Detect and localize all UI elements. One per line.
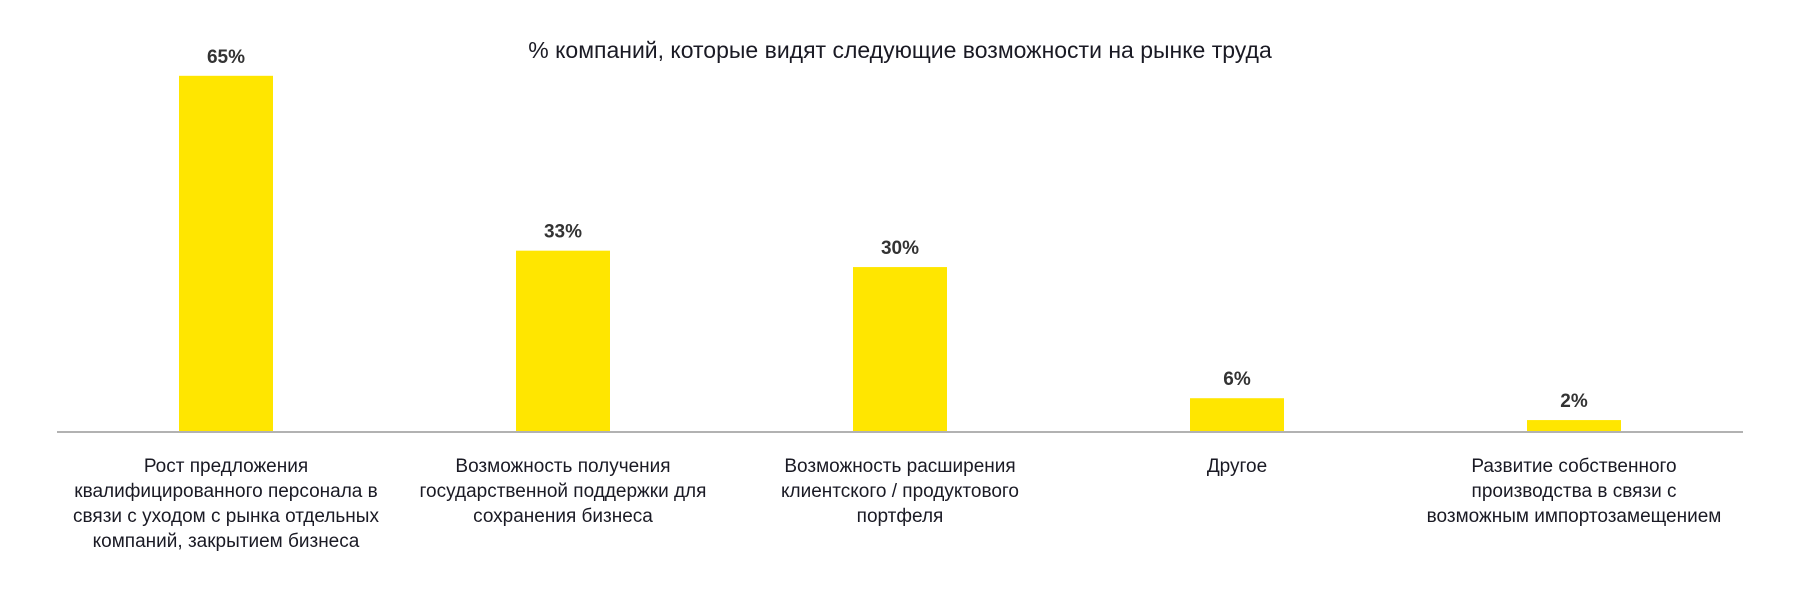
bar	[853, 267, 947, 431]
x-tick-label: Рост предложения квалифицированного перс…	[73, 456, 379, 552]
bar	[1190, 398, 1284, 431]
data-label: 30%	[881, 238, 919, 259]
x-tick-label: Другое	[1206, 456, 1268, 477]
data-label: 33%	[544, 222, 582, 243]
data-label: 65%	[207, 47, 245, 68]
x-tick-label: Возможность получения государственной по…	[419, 456, 707, 527]
data-label: 6%	[1223, 369, 1251, 390]
data-label: 2%	[1560, 391, 1588, 412]
x-tick-label: Развитие собственного производства в свя…	[1426, 456, 1722, 527]
bar	[516, 250, 610, 431]
x-tick-label: Возможность расширения клиентского / про…	[781, 456, 1019, 527]
bar	[1527, 420, 1621, 431]
bar	[179, 75, 273, 431]
chart-title: % компаний, которые видят следующие возм…	[528, 37, 1272, 63]
